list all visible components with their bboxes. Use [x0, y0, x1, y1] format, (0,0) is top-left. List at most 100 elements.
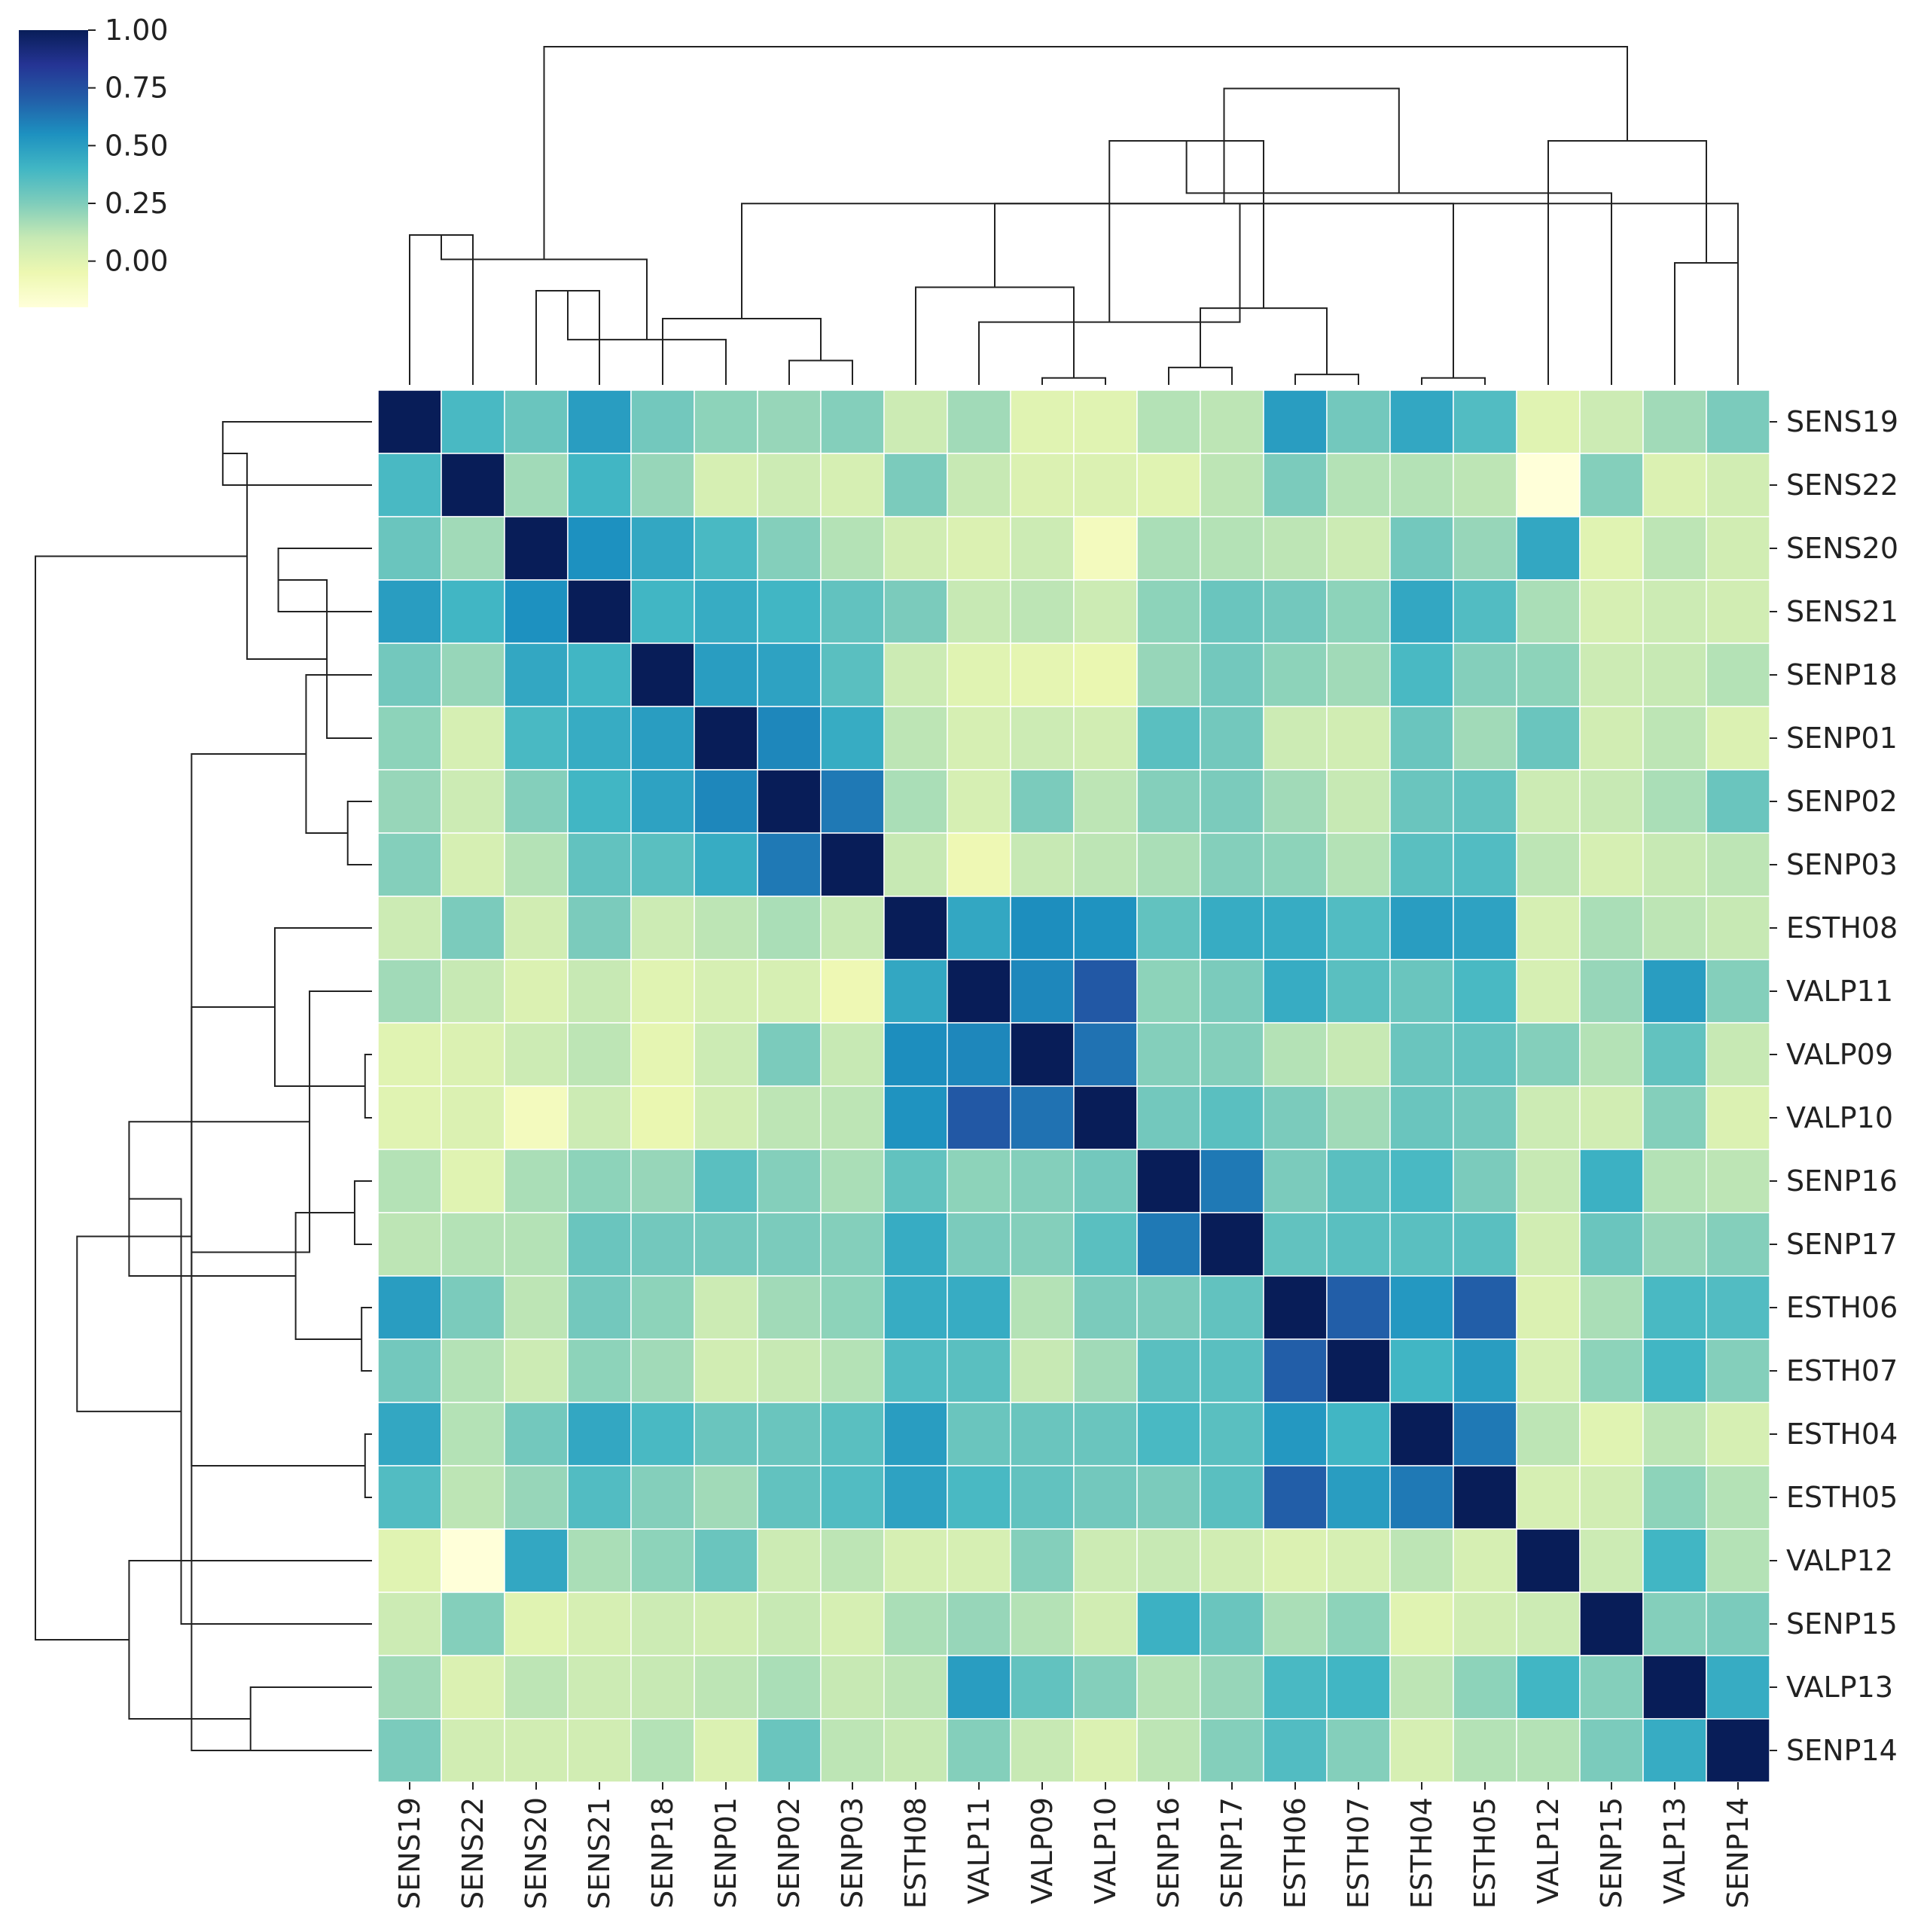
- column-dendrogram-link: [994, 203, 1454, 378]
- heatmap-cell: [757, 959, 822, 1024]
- heatmap-cell: [1326, 1149, 1391, 1213]
- heatmap-cell: [1073, 1149, 1138, 1213]
- heatmap-cell: [757, 1528, 822, 1593]
- heatmap-cell: [1706, 1022, 1770, 1087]
- heatmap-cell: [1326, 1085, 1391, 1150]
- heatmap-cell: [504, 453, 569, 517]
- heatmap-cell: [947, 1402, 1011, 1467]
- heatmap-cell: [1200, 1465, 1264, 1530]
- heatmap-cell: [1326, 896, 1391, 960]
- heatmap-cell: [1516, 1022, 1581, 1087]
- heatmap-cell: [1516, 1085, 1581, 1150]
- heatmap-cell: [1010, 1718, 1075, 1783]
- heatmap-cell: [441, 516, 505, 581]
- heatmap-cell: [441, 706, 505, 771]
- heatmap-cell: [1326, 1592, 1391, 1656]
- heatmap-cell: [441, 1212, 505, 1277]
- heatmap-cell: [441, 1275, 505, 1340]
- heatmap-cell: [694, 1655, 758, 1720]
- heatmap-cell: [820, 516, 885, 581]
- heatmap-cell: [630, 1592, 695, 1656]
- heatmap-cell: [1453, 1528, 1517, 1593]
- heatmap-cell: [947, 769, 1011, 834]
- heatmap-cell: [630, 516, 695, 581]
- heatmap-cell: [947, 1655, 1011, 1720]
- heatmap-cell: [1642, 516, 1707, 581]
- heatmap-cell: [1200, 1338, 1264, 1403]
- heatmap-cell: [757, 769, 822, 834]
- column-tick-label: SENS20: [520, 1797, 553, 1909]
- heatmap-cell: [504, 1212, 569, 1277]
- row-tick-label: SENS22: [1786, 469, 1898, 502]
- heatmap-cell: [630, 706, 695, 771]
- heatmap-cell: [1389, 1718, 1454, 1783]
- heatmap-cell: [441, 579, 505, 644]
- heatmap-cell: [1263, 1402, 1328, 1467]
- heatmap-cell: [1579, 1718, 1644, 1783]
- heatmap-cell: [1263, 1149, 1328, 1213]
- heatmap-cell: [441, 1528, 505, 1593]
- heatmap-cell: [1579, 1528, 1644, 1593]
- heatmap-cell: [1389, 516, 1454, 581]
- heatmap-cell: [504, 579, 569, 644]
- column-dendrogram-link: [441, 234, 648, 340]
- heatmap-cell: [1642, 1592, 1707, 1656]
- heatmap-cell: [1073, 769, 1138, 834]
- heatmap-cell: [504, 896, 569, 960]
- heatmap-cell: [1073, 389, 1138, 454]
- heatmap-cell: [567, 1338, 632, 1403]
- heatmap-cell: [820, 706, 885, 771]
- heatmap-cell: [1200, 1085, 1264, 1150]
- heatmap-cell: [1136, 1085, 1201, 1150]
- heatmap-cell: [1642, 896, 1707, 960]
- column-tick-label: SENP18: [646, 1797, 679, 1909]
- heatmap-cell: [883, 453, 948, 517]
- heatmap-cell: [1136, 1022, 1201, 1087]
- heatmap-cell: [883, 516, 948, 581]
- heatmap-cell: [1073, 1338, 1138, 1403]
- heatmap-cell: [883, 1212, 948, 1277]
- row-tick-label: SENP16: [1786, 1164, 1898, 1198]
- heatmap-cell: [567, 389, 632, 454]
- heatmap-cell: [1453, 706, 1517, 771]
- heatmap-cell: [1642, 1022, 1707, 1087]
- heatmap-cell: [1579, 959, 1644, 1024]
- row-tick-labels: SENS19 SENS22 SENS20 SENS21 SENP18 SENP01 SENP…: [1770, 405, 1898, 1767]
- heatmap-cell: [947, 1338, 1011, 1403]
- heatmap-cell: [504, 1592, 569, 1656]
- heatmap-cell: [1453, 832, 1517, 897]
- row-tick-label: VALP09: [1786, 1038, 1893, 1071]
- row-tick-label: VALP12: [1786, 1544, 1893, 1577]
- heatmap-cell: [1326, 642, 1391, 707]
- column-tick-label: SENS19: [393, 1797, 426, 1909]
- row-dendrogram-link: [277, 548, 372, 612]
- heatmap-cell: [1263, 579, 1328, 644]
- heatmap-cell: [947, 706, 1011, 771]
- heatmap-cell: [504, 1528, 569, 1593]
- row-tick-label: ESTH07: [1786, 1354, 1898, 1387]
- heatmap-cell: [947, 1592, 1011, 1656]
- heatmap-cell: [1453, 896, 1517, 960]
- heatmap-cell: [1326, 832, 1391, 897]
- heatmap-cell: [1010, 896, 1075, 960]
- heatmap-cell: [630, 1655, 695, 1720]
- heatmap-cell: [630, 959, 695, 1024]
- heatmap-cell: [1642, 1338, 1707, 1403]
- heatmap-cell: [1010, 1212, 1075, 1277]
- heatmap-cell: [1136, 1402, 1201, 1467]
- heatmap-cell: [1516, 769, 1581, 834]
- heatmap-cell: [947, 1022, 1011, 1087]
- heatmap-cell: [1579, 453, 1644, 517]
- heatmap-cell: [694, 1592, 758, 1656]
- heatmap-cell: [820, 896, 885, 960]
- heatmap-cell: [1326, 1338, 1391, 1403]
- heatmap-cell: [567, 896, 632, 960]
- column-tick-label: SENP01: [709, 1797, 742, 1909]
- heatmap-cell: [1642, 1655, 1707, 1720]
- heatmap-cell: [883, 1022, 948, 1087]
- heatmap-cell: [820, 1592, 885, 1656]
- heatmap-cell: [1642, 1212, 1707, 1277]
- heatmap-cell: [757, 1212, 822, 1277]
- heatmap-cell: [1326, 1528, 1391, 1593]
- heatmap-cell: [1579, 1402, 1644, 1467]
